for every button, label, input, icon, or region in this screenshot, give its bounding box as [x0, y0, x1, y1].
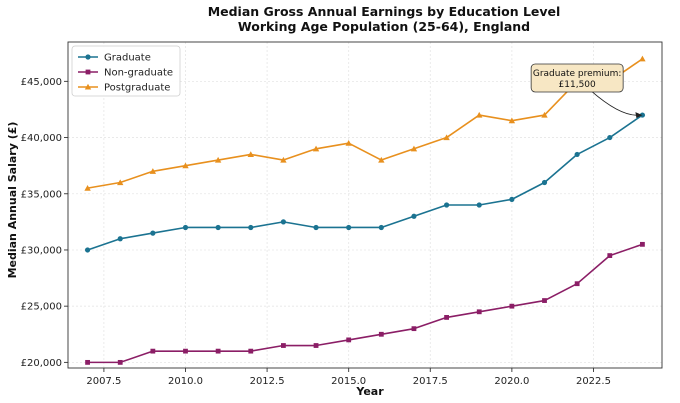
data-point-non-graduate — [183, 348, 188, 354]
series-layer — [84, 55, 646, 365]
legend-box — [71, 45, 181, 97]
data-point-non-graduate — [444, 315, 449, 320]
y-tick-label: £20,000 — [21, 358, 62, 369]
legend-item-graduate: Graduate — [78, 53, 151, 64]
data-point-non-graduate — [542, 298, 547, 303]
data-point-non-graduate — [640, 241, 645, 247]
legend-item-postgraduate: Postgraduate — [78, 83, 170, 94]
annotation-text: £11,500 — [559, 80, 596, 90]
data-point-non-graduate — [509, 303, 515, 309]
data-point-graduate — [574, 151, 580, 158]
y-tick-label: £25,000 — [21, 302, 62, 313]
series-non-graduate — [85, 241, 645, 365]
annotation-arrowhead — [635, 112, 643, 119]
data-point-postgraduate — [214, 156, 222, 163]
y-tick-label: £45,000 — [21, 77, 62, 88]
y-tick-label: £35,000 — [21, 189, 62, 200]
data-point-graduate — [411, 213, 417, 219]
data-point-postgraduate — [508, 117, 516, 124]
x-axis-label: Year — [355, 385, 384, 398]
x-tick-label: 2007.5 — [86, 376, 121, 387]
data-point-non-graduate — [248, 348, 254, 354]
annotation: Graduate premium:£11,500 — [530, 63, 643, 119]
data-point-non-graduate — [150, 348, 156, 354]
data-point-graduate — [150, 230, 156, 236]
legend-label: Non-graduate — [104, 68, 173, 79]
data-point-postgraduate — [247, 151, 254, 157]
data-point-non-graduate — [346, 337, 352, 343]
y-axis-label: Median Annual Salary (£) — [6, 122, 19, 279]
data-point-graduate — [443, 202, 450, 208]
series-line-graduate — [87, 114, 643, 251]
data-point-graduate — [84, 247, 91, 253]
chart-title: Median Gross Annual Earnings by Educatio… — [208, 4, 561, 19]
x-tick-label: 2015.0 — [331, 376, 366, 387]
x-tick-label: 2017.5 — [413, 376, 448, 387]
y-axis: £20,000 £25,000 £30,000 £35,000 £40,000 £45,0… — [21, 77, 68, 369]
x-tick-label: 2020.0 — [494, 376, 529, 387]
x-tick-label: 2022.5 — [576, 376, 611, 387]
legend: Graduate Non-graduate Postgraduate — [71, 45, 181, 97]
data-point-postgraduate — [443, 134, 450, 141]
series-line-postgraduate — [87, 58, 643, 189]
data-point-postgraduate — [541, 111, 548, 118]
data-point-graduate — [313, 224, 319, 231]
data-point-graduate — [509, 196, 515, 202]
data-point-postgraduate — [149, 168, 157, 174]
legend-label: Postgraduate — [104, 83, 170, 94]
data-point-graduate — [248, 224, 254, 231]
grid — [68, 42, 662, 368]
data-point-graduate — [215, 224, 221, 231]
legend-swatch-marker — [85, 54, 91, 60]
plot-frame — [67, 41, 663, 369]
chart-subtitle: Working Age Population (25-64), England — [238, 19, 530, 34]
data-point-postgraduate — [476, 111, 483, 118]
data-point-postgraduate — [84, 184, 91, 191]
data-point-postgraduate — [312, 145, 320, 152]
data-point-graduate — [117, 236, 123, 242]
data-point-non-graduate — [574, 281, 580, 287]
data-point-postgraduate — [378, 156, 385, 163]
data-point-non-graduate — [411, 326, 417, 332]
x-axis: 2007.5 2010.0 2012.5 2015.0 2017.5 2020.0 2022… — [86, 368, 611, 387]
data-point-non-graduate — [85, 359, 90, 365]
x-tick-label: 2012.5 — [250, 376, 285, 387]
data-point-graduate — [280, 219, 287, 225]
data-point-postgraduate — [410, 145, 418, 152]
data-point-postgraduate — [182, 162, 189, 169]
data-point-non-graduate — [476, 309, 482, 315]
annotation-layer: Graduate premium:£11,500 — [530, 63, 643, 119]
data-point-graduate — [378, 224, 384, 231]
data-point-postgraduate — [117, 179, 124, 186]
data-point-non-graduate — [117, 359, 123, 365]
data-point-graduate — [182, 224, 189, 231]
annotation-text: Graduate premium: — [533, 69, 622, 79]
legend-swatch-marker — [85, 69, 91, 75]
data-point-graduate — [607, 134, 613, 141]
annotation-arrow — [590, 90, 640, 116]
y-tick-label: £30,000 — [21, 245, 62, 256]
data-point-postgraduate — [345, 139, 352, 146]
x-tick-label: 2010.0 — [168, 376, 203, 387]
data-point-non-graduate — [378, 331, 384, 337]
data-point-graduate — [346, 224, 352, 231]
plot-border — [67, 41, 663, 369]
series-graduate — [84, 112, 646, 253]
legend-swatch-marker — [84, 83, 92, 90]
data-point-non-graduate — [215, 348, 221, 354]
y-tick-label: £40,000 — [21, 133, 62, 144]
data-point-postgraduate — [639, 55, 646, 62]
data-point-non-graduate — [281, 343, 286, 348]
data-point-non-graduate — [313, 343, 319, 348]
data-point-postgraduate — [280, 156, 287, 163]
legend-item-non-graduate: Non-graduate — [78, 68, 173, 79]
series-postgraduate — [84, 55, 646, 191]
legend-label: Graduate — [104, 53, 151, 64]
data-point-non-graduate — [607, 253, 613, 258]
data-point-graduate — [476, 202, 482, 208]
series-line-non-graduate — [87, 243, 643, 364]
data-point-graduate — [541, 179, 548, 186]
annotation-box — [530, 63, 624, 93]
